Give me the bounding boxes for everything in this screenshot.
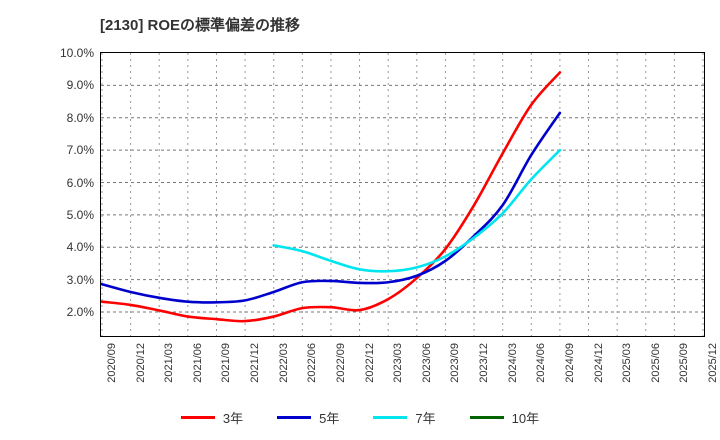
legend-label: 5年 — [319, 410, 340, 426]
y-axis-tick-label: 2.0% — [66, 305, 94, 320]
y-axis-tick-label: 7.0% — [66, 143, 94, 158]
y-axis-tick-label: 4.0% — [66, 240, 94, 255]
x-axis-tick-label: 2025/12 — [707, 343, 719, 383]
x-axis-tick-label: 2021/09 — [220, 343, 233, 383]
y-axis-tick-label: 9.0% — [66, 78, 94, 93]
x-axis-tick-label: 2022/09 — [334, 343, 347, 383]
x-axis-tick-label: 2022/06 — [306, 343, 319, 383]
x-axis-tick-label: 2020/12 — [134, 343, 147, 383]
series-line-2 — [272, 148, 562, 273]
x-axis-tick-label: 2023/09 — [449, 343, 462, 383]
x-axis-tick-label: 2023/06 — [420, 343, 433, 383]
x-axis-tick-label: 2020/09 — [106, 343, 118, 383]
x-axis-tick-label: 2025/03 — [621, 343, 634, 383]
x-axis-tick-label: 2023/03 — [392, 343, 405, 383]
x-axis-tick-label: 2024/03 — [506, 343, 519, 383]
y-axis-tick-label: 5.0% — [66, 207, 94, 222]
y-axis-tick-label: 6.0% — [66, 175, 94, 190]
y-axis-tick-label: 3.0% — [66, 272, 94, 287]
x-axis-tick-label: 2021/03 — [163, 343, 176, 383]
series-line-1 — [101, 111, 562, 304]
x-axis-tick-label: 2024/06 — [535, 343, 548, 383]
x-axis-tick-label: 2025/06 — [649, 343, 662, 383]
x-axis-tick-label: 2022/03 — [277, 343, 290, 383]
x-axis-tick-label: 2022/12 — [363, 343, 376, 383]
chart-legend: 3年 5年 7年 10年 — [0, 405, 720, 429]
legend-swatch-icon — [373, 415, 408, 419]
x-axis-tick-label: 2021/06 — [191, 343, 204, 383]
legend-swatch-icon — [180, 415, 215, 419]
legend-item[interactable]: 5年 — [277, 408, 339, 427]
x-axis-tick-label: 2024/12 — [592, 343, 605, 383]
legend-label: 10年 — [511, 410, 540, 426]
legend-label: 7年 — [415, 410, 436, 426]
legend-item[interactable]: 10年 — [469, 408, 540, 427]
y-axis-tick-label: 8.0% — [66, 110, 94, 125]
series-line-0 — [101, 71, 562, 323]
legend-item[interactable]: 3年 — [180, 408, 244, 427]
legend-label: 3年 — [222, 410, 244, 426]
x-axis-tick-label: 2023/12 — [478, 343, 491, 383]
legend-item[interactable]: 7年 — [373, 408, 436, 427]
plot-area — [100, 52, 705, 337]
legend-swatch-icon — [277, 415, 312, 419]
x-axis-tick-label: 2024/09 — [563, 343, 576, 383]
chart-title: [2130] ROEの標準偏差の推移 — [100, 17, 301, 34]
legend-swatch-icon — [469, 415, 504, 419]
x-axis-tick-label: 2021/12 — [249, 343, 262, 383]
plot-svg — [101, 53, 704, 336]
y-axis-labels: 2.0% 3.0% 4.0% 5.0% 6.0% 7.0% 8.0% 9.0% 10.0% — [0, 0, 94, 440]
x-axis-tick-label: 2025/09 — [678, 343, 691, 383]
y-axis-tick-label: 10.0% — [59, 46, 94, 60]
